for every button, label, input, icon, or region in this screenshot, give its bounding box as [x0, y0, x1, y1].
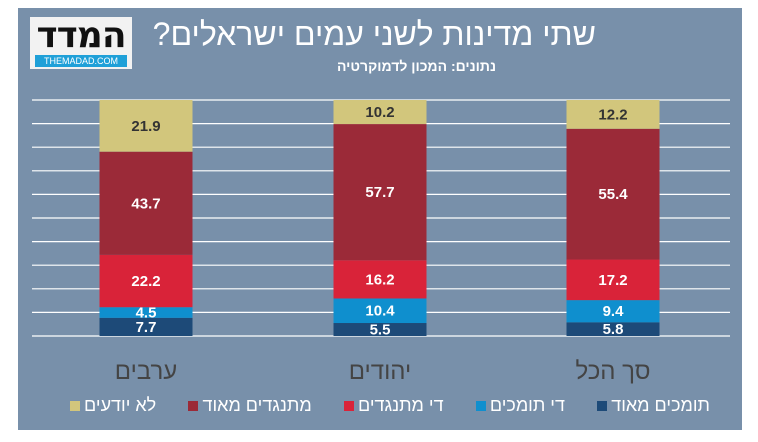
data-label: 55.4 [598, 186, 628, 203]
data-label: 43.7 [131, 195, 160, 212]
bar-segment [99, 317, 193, 336]
chart-title: שתי מדינות לשני עמים ישראלים? [152, 16, 596, 52]
legend-label: תומכים מאוד [611, 395, 710, 415]
bar-segment [566, 128, 660, 260]
legend-label: מתנגדים מאוד [202, 395, 312, 415]
legend-swatch [70, 400, 81, 411]
data-label: 16.2 [365, 271, 394, 288]
data-label: 10.4 [365, 303, 395, 320]
category-label: ערבים [115, 358, 177, 385]
legend-label: די מתנגדים [358, 395, 444, 415]
bar-segment [333, 124, 427, 261]
legend-swatch [597, 400, 608, 411]
legend-swatch [188, 400, 199, 411]
data-label: 4.5 [136, 305, 157, 322]
bar-segment [99, 254, 193, 308]
category-label: יהודים [349, 358, 412, 385]
legend-item: די מתנגדים [344, 395, 444, 416]
bar-segment [333, 298, 427, 324]
legend-label: די תומכים [489, 395, 565, 415]
bar-segment [566, 259, 660, 301]
bar-segment [333, 100, 427, 125]
bar-segment [333, 260, 427, 299]
bar-segment [566, 100, 660, 129]
bar-segment [99, 100, 193, 152]
data-label: 9.4 [603, 303, 625, 320]
data-label: 5.5 [370, 322, 391, 339]
data-label: 22.2 [131, 273, 160, 290]
legend-item: די תומכים [475, 395, 565, 416]
data-label: 10.2 [365, 104, 394, 121]
logo: המדד THEMADAD.COM [30, 17, 132, 69]
bar-segment [566, 322, 660, 336]
logo-hebrew: המדד [36, 15, 126, 56]
bar-segment [333, 323, 427, 336]
bar-segment [566, 300, 660, 323]
category-label: סך הכל [575, 358, 650, 385]
legend-swatch [475, 400, 486, 411]
chart-subtitle: נתונים: המכון לדמוקרטיה [336, 58, 496, 74]
data-label: 21.9 [131, 118, 160, 135]
logo-english: THEMADAD.COM [35, 55, 127, 67]
legend-swatch [344, 400, 354, 411]
data-label: 7.7 [136, 319, 157, 336]
data-label: 17.2 [598, 272, 627, 289]
data-label: 57.7 [365, 184, 394, 201]
data-label: 5.8 [603, 321, 624, 338]
legend-label: לא יודעים [84, 395, 157, 415]
legend-item: לא יודעים [70, 395, 156, 416]
bar-segment [99, 151, 193, 255]
legend: לא יודעים מתנגדים מאוד די מתנגדים די תומכים… [70, 395, 710, 416]
legend-item: מתנגדים מאוד [188, 395, 312, 416]
data-label: 12.2 [598, 106, 627, 123]
legend-item: תומכים מאוד [597, 395, 710, 416]
bar-segment [99, 307, 193, 318]
